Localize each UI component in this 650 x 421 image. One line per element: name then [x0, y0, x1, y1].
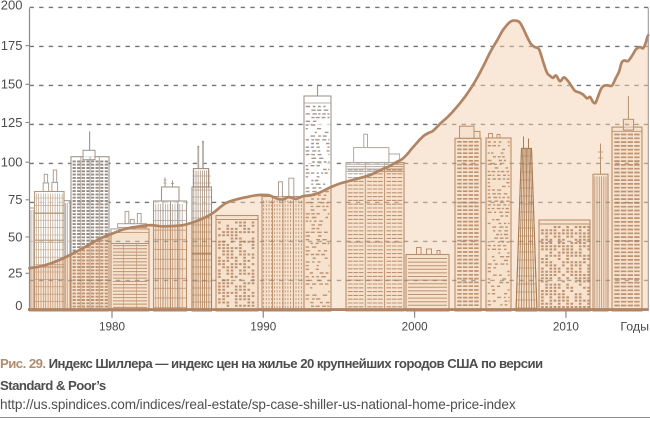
svg-text:100: 100: [1, 155, 23, 170]
svg-text:125: 125: [1, 115, 23, 130]
svg-text:0: 0: [15, 298, 22, 313]
svg-text:75: 75: [8, 192, 22, 207]
svg-text:25: 25: [8, 266, 22, 281]
svg-text:2010: 2010: [553, 321, 580, 334]
svg-text:2000: 2000: [402, 321, 429, 334]
svg-text:200: 200: [1, 0, 23, 13]
svg-text:1980: 1980: [99, 321, 126, 334]
svg-text:150: 150: [1, 77, 23, 92]
svg-text:175: 175: [1, 38, 23, 53]
svg-text:50: 50: [8, 229, 22, 244]
svg-text:Годы: Годы: [620, 320, 649, 334]
svg-text:1990: 1990: [250, 321, 277, 334]
